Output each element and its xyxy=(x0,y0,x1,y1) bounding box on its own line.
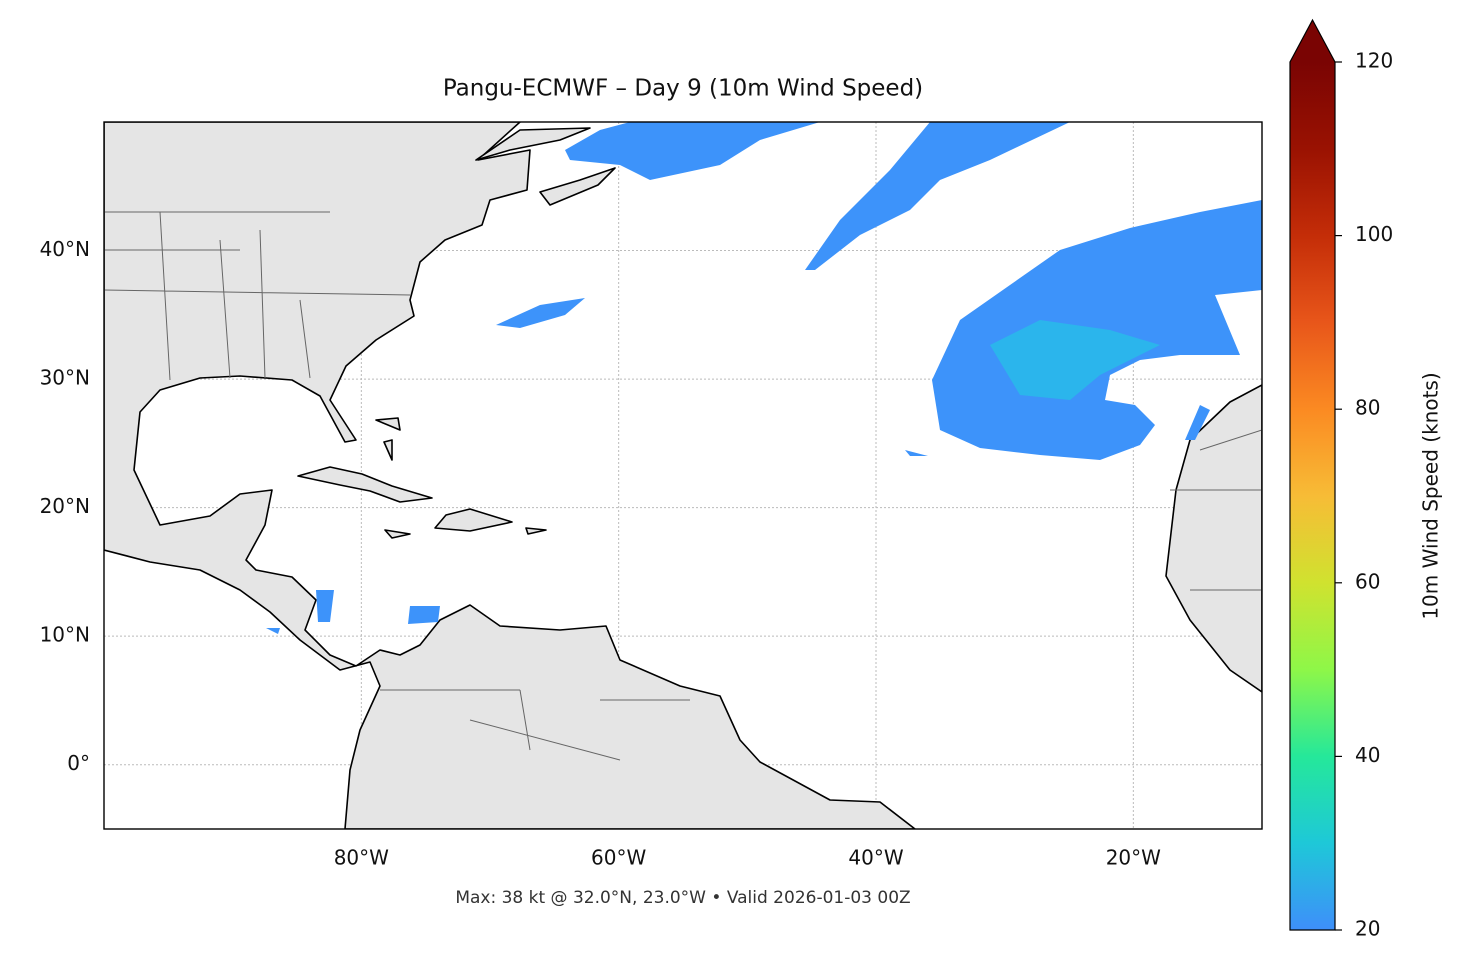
chart-title: Pangu-ECMWF – Day 9 (10m Wind Speed) xyxy=(443,76,923,102)
wind-area xyxy=(565,122,820,180)
colorbar-frame xyxy=(1289,18,1336,931)
cuba xyxy=(297,466,433,503)
y-tick-label: 40°N xyxy=(40,237,90,261)
footer-note: Max: 38 kt @ 32.0°N, 23.0°W • Valid 2026… xyxy=(455,888,910,908)
map-area xyxy=(104,122,1262,829)
africa xyxy=(1165,384,1262,693)
wind-area xyxy=(805,122,1070,270)
y-tick-label: 30°N xyxy=(40,366,90,390)
colorbar-tick-label: 80 xyxy=(1355,396,1380,420)
borders xyxy=(104,211,1262,761)
colorbar-label: 10m Wind Speed (knots) xyxy=(1419,372,1443,619)
islands xyxy=(375,417,547,539)
americas xyxy=(104,122,916,829)
colorbar-tick-label: 100 xyxy=(1355,222,1393,246)
hispaniola xyxy=(434,508,513,532)
colorbar: 10m Wind Speed (knots) 20 40 60 80 100 120 xyxy=(1289,18,1443,941)
colorbar-tick-label: 40 xyxy=(1355,743,1380,767)
map-frame xyxy=(103,121,1263,830)
wind-field xyxy=(266,122,1262,634)
colorbar-tick-label: 20 xyxy=(1355,917,1380,941)
y-tick-label: 0° xyxy=(67,751,90,775)
axes: 80°W 60°W 40°W 20°W 0° 10°N 20°N 30°N 40°N xyxy=(40,237,1162,869)
x-tick-label: 80°W xyxy=(334,846,389,870)
wind-core xyxy=(990,320,1160,400)
colorbar-tick-label: 60 xyxy=(1355,569,1380,593)
y-tick-label: 10°N xyxy=(40,623,90,647)
y-tick-label: 20°N xyxy=(40,494,90,518)
colorbar-extend xyxy=(1290,20,1335,62)
x-tick-label: 40°W xyxy=(848,846,903,870)
colorbar-tick-label: 120 xyxy=(1355,49,1393,73)
x-tick-label: 60°W xyxy=(591,846,646,870)
colorbar-gradient xyxy=(1290,62,1335,930)
x-tick-label: 20°W xyxy=(1106,846,1161,870)
